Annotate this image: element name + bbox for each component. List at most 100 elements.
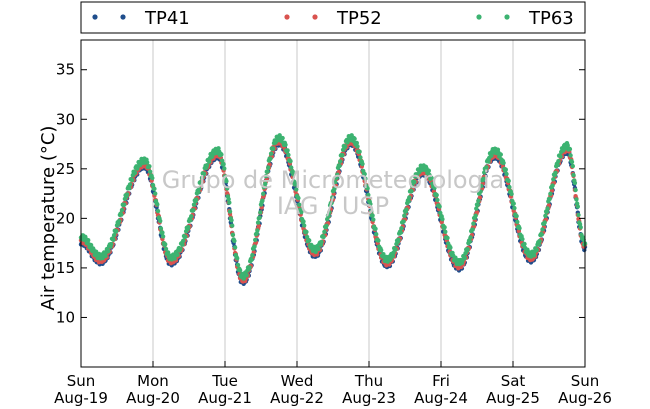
legend-label: TP41 — [144, 8, 190, 29]
series-TP63 — [78, 133, 588, 281]
legend-marker — [92, 14, 98, 20]
y-tick-label: 25 — [56, 160, 75, 178]
data-point — [548, 191, 553, 196]
data-point — [426, 168, 431, 173]
data-point — [522, 241, 527, 247]
data-point — [235, 256, 240, 261]
data-point — [252, 244, 257, 249]
data-point — [390, 254, 395, 259]
data-point — [232, 245, 238, 250]
data-point — [129, 177, 135, 183]
data-point — [199, 180, 204, 185]
data-point — [398, 230, 403, 235]
data-point — [188, 218, 193, 223]
data-point — [181, 238, 186, 243]
data-point — [503, 167, 508, 172]
data-point — [504, 171, 509, 177]
data-point — [335, 172, 340, 177]
data-point — [224, 179, 229, 184]
data-point — [178, 246, 183, 251]
legend-label: TP63 — [528, 8, 574, 29]
data-point — [327, 210, 332, 215]
x-tick-label-date: Aug-21 — [198, 389, 252, 407]
data-point — [404, 207, 409, 212]
data-point — [467, 239, 472, 244]
data-point — [333, 179, 338, 185]
data-point — [109, 241, 114, 247]
data-point — [158, 226, 164, 231]
data-point — [410, 183, 415, 189]
data-point — [432, 185, 437, 191]
x-tick-label-date: Aug-22 — [270, 389, 324, 407]
data-point — [509, 191, 514, 197]
data-point — [219, 152, 224, 157]
data-point — [132, 170, 138, 175]
data-point — [470, 227, 475, 232]
plot-frame — [80, 39, 586, 368]
data-point — [393, 247, 398, 252]
data-point — [266, 165, 271, 170]
data-point — [122, 202, 127, 207]
data-point — [534, 247, 539, 253]
data-point — [539, 232, 544, 237]
x-tick-label-date: Aug-24 — [414, 389, 468, 407]
x-axis: SunAug-19MonAug-20TueAug-21WedAug-22ThuA… — [54, 361, 612, 407]
data-point — [127, 182, 133, 187]
x-tick-label-date: Aug-20 — [126, 389, 180, 407]
data-point — [374, 232, 379, 237]
data-point — [119, 207, 125, 213]
x-tick-label-day: Wed — [281, 372, 314, 390]
data-point — [304, 229, 309, 235]
data-point — [301, 219, 306, 224]
y-tick-label: 15 — [56, 259, 75, 277]
data-point — [340, 153, 345, 158]
x-tick-label-date: Aug-23 — [342, 389, 396, 407]
data-point — [437, 204, 442, 209]
data-point — [412, 179, 417, 185]
data-point — [307, 238, 312, 243]
data-point — [565, 143, 570, 148]
data-point — [366, 192, 371, 198]
legend-label: TP52 — [336, 8, 382, 29]
data-point — [476, 198, 481, 203]
data-point — [540, 227, 545, 232]
data-point — [443, 229, 448, 234]
data-point — [221, 162, 226, 167]
data-point — [507, 184, 512, 190]
data-point — [448, 245, 453, 250]
data-point — [453, 255, 458, 260]
data-point — [337, 163, 342, 169]
data-point — [296, 195, 301, 201]
data-point — [501, 160, 506, 166]
data-point — [255, 228, 260, 233]
data-point — [322, 229, 327, 234]
x-tick-label-day: Sun — [67, 372, 96, 390]
data-point — [163, 242, 168, 247]
data-point — [550, 183, 555, 188]
data-point — [434, 192, 439, 198]
data-point — [103, 253, 108, 259]
data-point — [175, 252, 180, 257]
y-tick-label: 10 — [56, 308, 75, 326]
data-point — [551, 177, 556, 182]
data-point — [86, 238, 91, 243]
data-point — [391, 250, 396, 255]
data-point — [302, 223, 307, 228]
data-point — [445, 235, 450, 241]
data-point — [479, 183, 484, 189]
legend-box — [80, 1, 586, 34]
y-axis-title: Air temperature (°C) — [38, 126, 59, 311]
data-point — [473, 213, 478, 218]
data-point — [207, 159, 212, 164]
data-point — [556, 159, 561, 164]
y-axis: 10 15 20 25 30 35 — [56, 61, 585, 326]
data-point — [225, 186, 230, 191]
data-point — [542, 220, 547, 225]
data-point — [285, 148, 290, 153]
data-point — [363, 176, 368, 181]
data-point — [354, 140, 359, 146]
data-point — [326, 213, 331, 219]
data-point — [575, 204, 580, 209]
data-point — [512, 205, 517, 211]
data-point — [329, 200, 334, 206]
